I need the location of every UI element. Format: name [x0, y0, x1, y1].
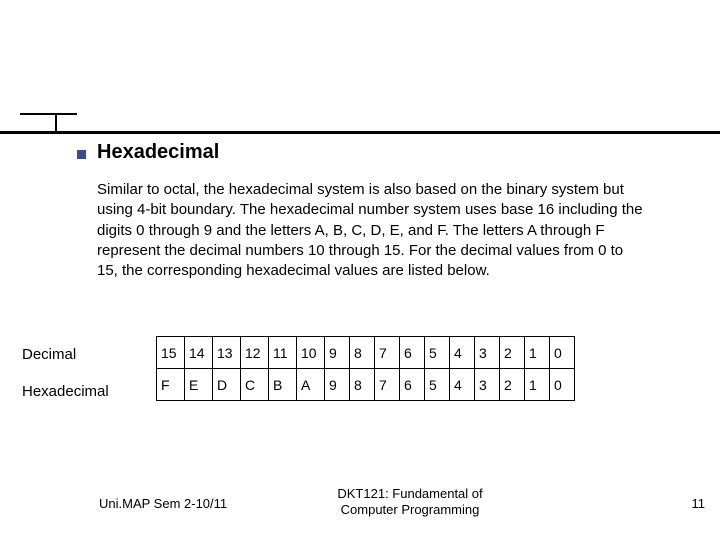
heading: Hexadecimal [97, 141, 219, 164]
table-cell: 15 [157, 337, 185, 369]
footer-center-line2: Computer Programming [341, 502, 480, 517]
decor-line-horizontal [0, 131, 720, 134]
row-label-decimal: Decimal [22, 346, 76, 363]
table-row: 1514131211109876543210 [157, 337, 575, 369]
table-cell: 14 [185, 337, 213, 369]
table-cell: 13 [213, 337, 241, 369]
table-cell: 4 [450, 337, 475, 369]
table-cell: 10 [297, 337, 325, 369]
table-cell: 1 [525, 337, 550, 369]
table-cell: 11 [269, 337, 297, 369]
table-cell: 4 [450, 369, 475, 401]
footer-left: Uni.MAP Sem 2-10/11 [99, 496, 227, 511]
table-cell: 5 [425, 369, 450, 401]
table-cell: 2 [500, 369, 525, 401]
slide: Hexadecimal Similar to octal, the hexade… [0, 0, 720, 540]
table-cell: 3 [475, 337, 500, 369]
table-cell: 0 [550, 337, 575, 369]
table-cell: B [269, 369, 297, 401]
table-cell: A [297, 369, 325, 401]
table-cell: 5 [425, 337, 450, 369]
table-cell: 9 [325, 337, 350, 369]
table-cell: D [213, 369, 241, 401]
footer-center-line1: DKT121: Fundamental of [337, 486, 482, 501]
table-cell: 7 [375, 369, 400, 401]
table-cell: 9 [325, 369, 350, 401]
conversion-table: 1514131211109876543210FEDCBA9876543210 [156, 336, 575, 401]
table-cell: 3 [475, 369, 500, 401]
row-label-hex: Hexadecimal [22, 383, 109, 400]
table-cell: 8 [350, 337, 375, 369]
table-cell: 2 [500, 337, 525, 369]
body-text: Similar to octal, the hexadecimal system… [97, 180, 647, 281]
table-cell: C [241, 369, 269, 401]
bullet-icon [77, 150, 86, 159]
table-cell: 12 [241, 337, 269, 369]
footer-center: DKT121: Fundamental of Computer Programm… [310, 486, 510, 519]
table-cell: E [185, 369, 213, 401]
table-cell: 6 [400, 369, 425, 401]
table-cell: 7 [375, 337, 400, 369]
table-cell: 0 [550, 369, 575, 401]
table-cell: F [157, 369, 185, 401]
decor-line-vertical [55, 113, 57, 131]
decor-line-short [20, 113, 77, 115]
table-row: FEDCBA9876543210 [157, 369, 575, 401]
table-row-labels: Decimal Hexadecimal [22, 336, 152, 416]
page-number: 11 [692, 496, 706, 511]
table-cell: 8 [350, 369, 375, 401]
table-cell: 6 [400, 337, 425, 369]
table-cell: 1 [525, 369, 550, 401]
